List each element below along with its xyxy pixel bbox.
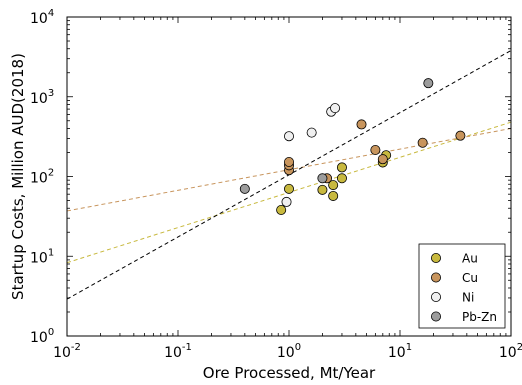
legend-marker: [430, 252, 441, 263]
legend-label: Au: [462, 252, 478, 266]
point-cu: [377, 154, 388, 165]
point-au: [328, 190, 339, 201]
legend-marker: [430, 311, 441, 322]
y-tick-label: 101: [30, 247, 54, 266]
point-ni: [283, 131, 294, 142]
point-au: [317, 184, 328, 195]
data-points: [239, 78, 466, 216]
x-tick-label: 10-2: [53, 342, 81, 361]
point-pb-zn: [239, 183, 250, 194]
x-tick-label: 102: [499, 342, 522, 361]
legend-label: Ni: [462, 291, 474, 305]
y-tick-label: 102: [30, 168, 54, 187]
y-axis-label: Startup Costs, Million AUD(2018): [9, 53, 27, 300]
point-ni: [306, 127, 317, 138]
point-au: [336, 162, 347, 173]
legend-marker: [430, 272, 441, 283]
point-cu: [356, 119, 367, 130]
legend: Au Cu Ni Pb-Zn: [418, 243, 506, 329]
point-cu: [283, 156, 294, 167]
x-axis-label: Ore Processed, Mt/Year: [203, 364, 376, 382]
y-tick-label: 104: [30, 8, 54, 27]
y-tick-label: 100: [30, 327, 54, 346]
legend-label: Pb-Zn: [462, 310, 497, 324]
point-cu: [417, 137, 428, 148]
x-tick-label: 10-1: [164, 342, 192, 361]
point-ni: [330, 103, 341, 114]
point-ni: [281, 196, 292, 207]
point-pb-zn: [423, 78, 434, 89]
point-au: [336, 173, 347, 184]
point-pb-zn: [317, 173, 328, 184]
point-au: [276, 205, 287, 216]
axis-ticks: 10-2 10-1 100 101 102 100 101 102 103 104: [30, 8, 522, 361]
point-au: [283, 183, 294, 194]
x-tick-label: 101: [388, 342, 412, 361]
y-tick-label: 103: [30, 88, 54, 107]
legend-label: Cu: [462, 271, 478, 285]
point-cu: [455, 130, 466, 141]
legend-marker: [430, 291, 441, 302]
x-tick-label: 100: [277, 342, 301, 361]
point-au: [328, 180, 339, 191]
point-cu: [370, 144, 381, 155]
